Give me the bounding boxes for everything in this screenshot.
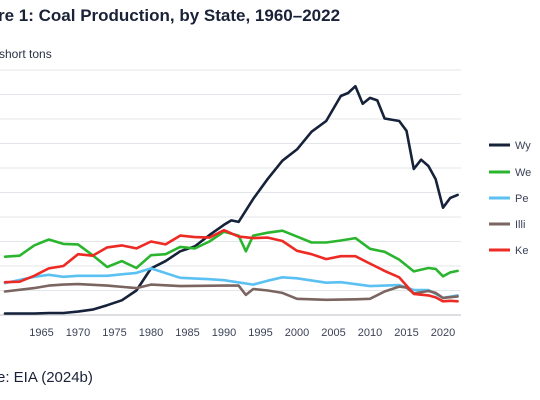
x-tick-label: 1985: [175, 327, 199, 339]
series-line-0: [3, 84, 459, 315]
x-tick-label: 2000: [285, 327, 309, 339]
x-tick-label: 2010: [358, 327, 382, 339]
legend-label: We: [515, 167, 531, 179]
legend-label: Pe: [515, 193, 528, 205]
series-line-1: [3, 229, 459, 278]
x-tick-label: 1965: [29, 327, 53, 339]
x-tick-label: 1990: [212, 327, 236, 339]
x-tick-label: 1980: [139, 327, 163, 339]
x-tick-label: 2015: [394, 327, 418, 339]
x-tick-label: 1975: [102, 327, 126, 339]
y-unit-label: short tons: [0, 47, 52, 61]
legend-label: Illi: [515, 219, 525, 231]
series-line-4: [3, 228, 459, 303]
source-note: e: EIA (2024b): [0, 369, 93, 386]
x-tick-label: 2020: [431, 327, 455, 339]
legend-label: Wy: [515, 140, 531, 152]
x-axis-ticks: 1965 1970 1975 1980 1985 1990 1995 2000 2005 2010…: [29, 327, 455, 339]
chart-title: re 1: Coal Production, by State, 1960–20…: [0, 6, 341, 25]
x-tick-label: 1995: [248, 327, 272, 339]
legend: Wy We Pe Illi Ke: [489, 140, 531, 257]
legend-label: Ke: [515, 245, 528, 257]
gridlines: [0, 69, 461, 316]
series-lines: [3, 84, 459, 315]
x-tick-label: 2005: [321, 327, 345, 339]
x-tick-label: 1970: [66, 327, 90, 339]
